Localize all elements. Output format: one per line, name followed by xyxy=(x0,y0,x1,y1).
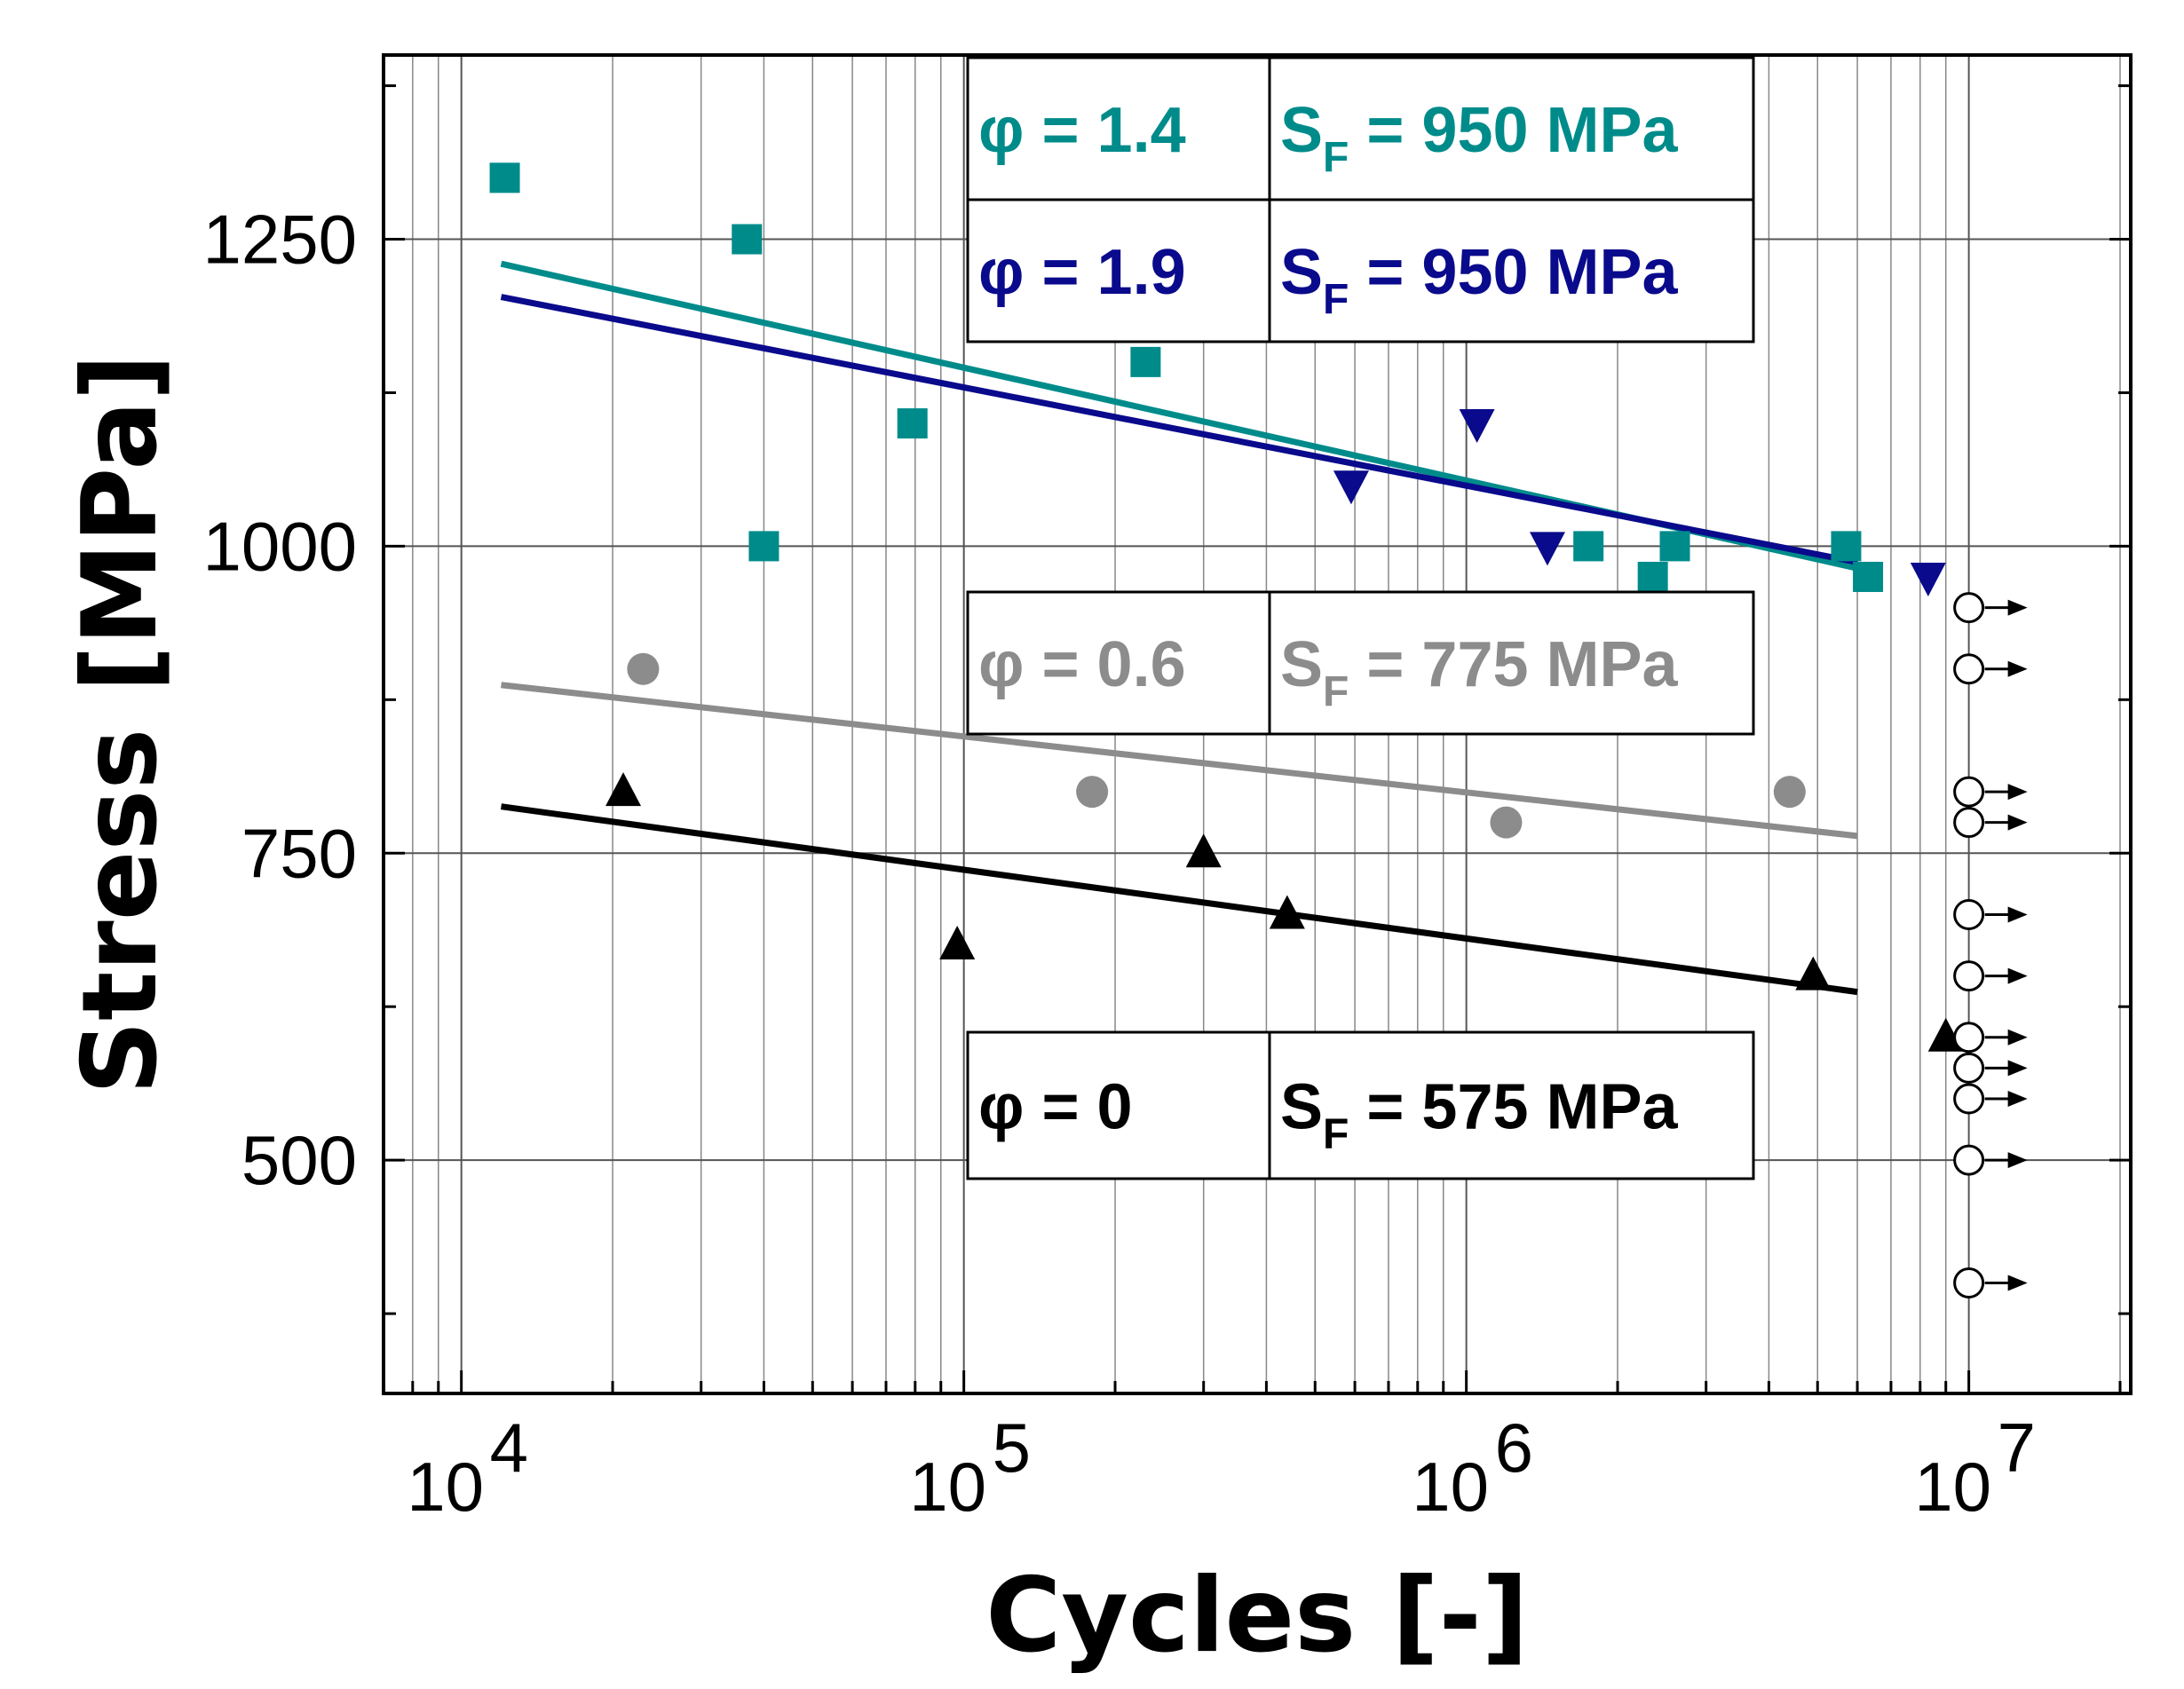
x-tick-label: 10 xyxy=(1412,1448,1489,1526)
legend-box-1 xyxy=(966,198,1755,343)
runout-arrow-head xyxy=(2007,967,2028,984)
x-tick-label: 10 xyxy=(1914,1448,1991,1526)
square-point xyxy=(897,408,928,439)
triangle-up-point xyxy=(939,926,976,960)
fit-line-3 xyxy=(501,803,1858,996)
circle-point xyxy=(1490,806,1523,839)
triangle-down-point xyxy=(1910,562,1946,596)
data-points xyxy=(489,162,1964,1052)
x-tick-label: 10 xyxy=(407,1448,484,1526)
runout-arrow-head xyxy=(2007,1152,2028,1169)
x-axis-title: Cycles [-] xyxy=(985,1556,1529,1676)
triangle-down-point xyxy=(1333,470,1369,505)
runout-arrow-head xyxy=(2007,814,2028,831)
runout-arrow-head xyxy=(2007,599,2028,616)
runout-circle xyxy=(1953,1144,1985,1176)
x-tick-exponent: 6 xyxy=(1495,1409,1533,1487)
y-tick-label: 1250 xyxy=(202,201,357,279)
legend-phi-label: φ = 1.9 xyxy=(978,237,1186,308)
y-tick-label: 500 xyxy=(241,1121,357,1199)
y-axis-title: Stress [MPa] xyxy=(60,354,180,1095)
y-tick-label: 1000 xyxy=(202,507,357,585)
triangle-up-point xyxy=(1185,833,1222,868)
runout-circle xyxy=(1953,1022,1985,1054)
runout-markers xyxy=(1953,592,2028,1298)
x-tick-label: 10 xyxy=(909,1448,986,1526)
square-point xyxy=(732,224,763,255)
x-tick-exponent: 7 xyxy=(1998,1409,2036,1487)
runout-arrow-head xyxy=(2007,1060,2028,1077)
legend-phi-label: φ = 0 xyxy=(978,1072,1133,1143)
runout-arrow-head xyxy=(2007,1275,2028,1291)
runout-circle xyxy=(1953,960,1985,992)
x-tick-exponent: 4 xyxy=(490,1409,528,1487)
circle-point xyxy=(1773,776,1806,809)
circle-point xyxy=(627,652,660,685)
legend-sf-label: SF = 575 MPa xyxy=(1280,1072,1679,1158)
square-point xyxy=(1659,531,1690,562)
plot-frame xyxy=(382,53,2133,1395)
triangle-up-point xyxy=(1269,895,1305,929)
legend-box-2 xyxy=(966,590,1755,736)
runout-circle xyxy=(1953,592,1985,624)
y-tick-label: 750 xyxy=(241,814,357,892)
runout-arrow-head xyxy=(2007,906,2028,923)
legend-sf-label: SF = 775 MPa xyxy=(1280,629,1679,715)
runout-circle xyxy=(1953,807,1985,839)
legend-boxes: φ = 1.4 SF = 950 MPa φ = 1.9 SF = 950 MPa φ … xyxy=(966,56,1755,1180)
axis-ticks xyxy=(382,84,2131,1393)
fit-line-2 xyxy=(501,682,1858,840)
runout-circle xyxy=(1953,776,1985,808)
square-point xyxy=(1831,531,1862,562)
legend-phi-label: φ = 1.4 xyxy=(978,95,1186,166)
square-point xyxy=(489,162,520,193)
circle-point xyxy=(1076,776,1109,809)
runout-circle xyxy=(1953,653,1985,685)
fit-lines xyxy=(500,260,1858,996)
runout-arrow-head xyxy=(2007,1090,2028,1107)
legend-sf-label: SF = 950 MPa xyxy=(1280,95,1679,181)
fit-line-1 xyxy=(500,294,1858,565)
runout-arrow-head xyxy=(2007,784,2028,801)
legend-phi-label: φ = 0.6 xyxy=(978,629,1186,700)
runout-circle xyxy=(1953,1267,1985,1298)
runout-circle xyxy=(1953,1083,1985,1115)
square-point xyxy=(1130,346,1161,377)
runout-arrow-head xyxy=(2007,660,2028,677)
triangle-up-point xyxy=(605,772,642,807)
legend-sf-label: SF = 950 MPa xyxy=(1280,237,1679,323)
x-tick-exponent: 5 xyxy=(993,1409,1031,1487)
square-point xyxy=(748,531,779,562)
runout-circle xyxy=(1953,1052,1985,1084)
triangle-down-point xyxy=(1459,409,1495,444)
triangle-down-point xyxy=(1529,532,1565,566)
square-point xyxy=(1573,531,1604,562)
legend-box-3 xyxy=(966,1030,1755,1180)
triangle-up-point xyxy=(1795,956,1832,991)
square-point xyxy=(1637,561,1668,592)
runout-arrow-head xyxy=(2007,1029,2028,1046)
runout-circle xyxy=(1953,898,1985,930)
square-point xyxy=(1853,561,1884,592)
legend-box-0 xyxy=(966,56,1755,201)
